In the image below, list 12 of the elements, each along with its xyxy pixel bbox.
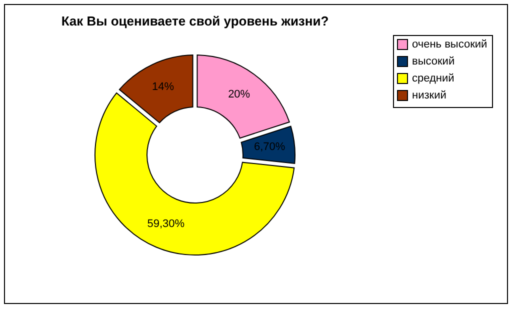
donut-slice	[118, 54, 194, 124]
legend-label: высокий	[412, 56, 455, 68]
legend-label: низкий	[412, 90, 446, 102]
donut-slice	[196, 54, 290, 139]
legend-label: очень высокий	[412, 38, 488, 50]
chart-title: Как Вы оцениваете свой уровень жизни?	[61, 14, 329, 28]
data-label: 20%	[228, 88, 250, 100]
legend-label: средний	[412, 72, 454, 84]
donut-slice	[240, 126, 296, 164]
data-label: 6,70%	[254, 141, 286, 154]
data-label: 14%	[152, 81, 174, 94]
data-label: 59,30%	[147, 218, 185, 230]
